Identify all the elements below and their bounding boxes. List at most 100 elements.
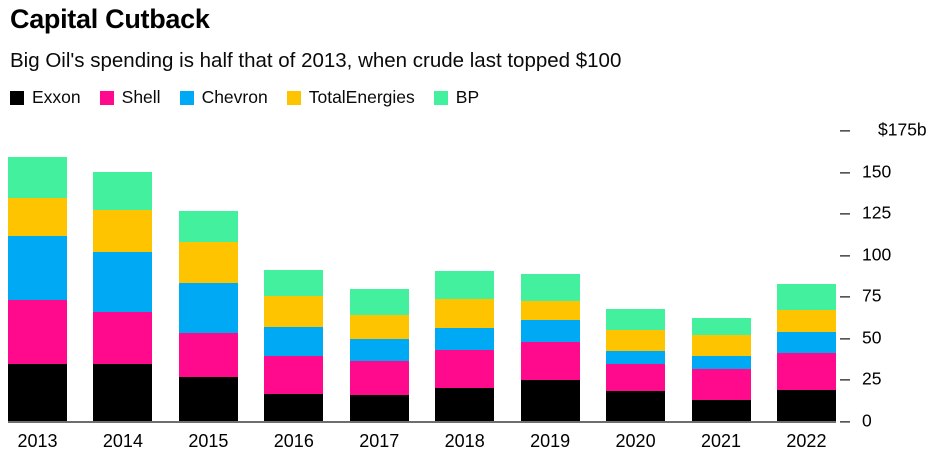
y-tick-label-150: 150	[862, 161, 892, 182]
bar-segment-bp-2014	[93, 172, 153, 210]
y-tick-100: –100	[836, 244, 891, 265]
x-tick-label-2020: 2020	[615, 431, 656, 451]
bar-segment-bp-2022	[776, 283, 836, 310]
plot-area	[8, 130, 836, 423]
bar-segment-chevron-2014	[93, 252, 153, 313]
x-tick-label-2022: 2022	[786, 431, 827, 451]
bar-segment-bp-2019	[520, 273, 580, 302]
chart-subtitle: Big Oil's spending is half that of 2013,…	[10, 49, 622, 72]
bar-segment-exxon-2019	[520, 380, 580, 421]
bar-segment-exxon-2013	[8, 364, 67, 421]
bar-segment-shell-2021	[691, 368, 751, 401]
y-tick-dash: –	[840, 202, 851, 223]
y-tick-dash: –	[840, 410, 851, 431]
legend-label-shell: Shell	[121, 87, 161, 107]
bar-segment-bp-2017	[349, 288, 409, 316]
y-tick-label-175: $175b	[878, 119, 927, 140]
legend-swatch-exxon	[10, 90, 24, 105]
y-axis: –0–25–50–75–100–125–150– $175b	[836, 120, 949, 431]
bar-2018	[435, 270, 495, 421]
bar-segment-chevron-2021	[691, 356, 751, 369]
bar-segment-bp-2016	[264, 269, 324, 297]
bar-segment-totalenergies-2015	[178, 242, 238, 283]
bar-segment-shell-2013	[8, 299, 67, 365]
bar-segment-exxon-2015	[178, 376, 238, 421]
bar-segment-exxon-2020	[606, 391, 666, 421]
bar-segment-chevron-2015	[178, 283, 238, 333]
bar-2022	[776, 283, 836, 421]
y-tick-dash: –	[840, 161, 851, 182]
y-tick-50: –50	[836, 327, 881, 348]
bar-segment-shell-2020	[606, 364, 666, 392]
x-tick-label-2017: 2017	[359, 431, 400, 451]
bar-segment-chevron-2019	[520, 320, 580, 343]
legend-item-chevron: Chevron	[179, 87, 268, 108]
bar-segment-totalenergies-2022	[776, 309, 836, 333]
bar-2015	[178, 210, 238, 421]
bar-segment-totalenergies-2014	[93, 209, 153, 253]
chart-title: Capital Cutback	[10, 4, 210, 34]
y-tick-label-0: 0	[862, 410, 872, 431]
bar-segment-exxon-2021	[691, 400, 751, 421]
legend-swatch-chevron	[179, 90, 194, 105]
y-tick-label-100: 100	[862, 244, 892, 265]
y-tick-25: –25	[836, 369, 881, 390]
x-tick-label-2013: 2013	[17, 431, 58, 451]
legend-swatch-bp	[433, 90, 448, 105]
y-tick-125: –125	[836, 203, 891, 224]
bar-segment-bp-2015	[178, 210, 238, 243]
x-tick-label-2014: 2014	[102, 431, 143, 451]
bar-segment-totalenergies-2016	[264, 296, 324, 328]
bar-segment-totalenergies-2017	[349, 315, 409, 339]
legend-item-bp: BP	[433, 87, 480, 108]
y-tick-dash: –	[840, 285, 851, 306]
bar-segment-totalenergies-2020	[606, 329, 666, 352]
bar-2013	[8, 157, 67, 421]
y-tick-label-125: 125	[862, 202, 892, 223]
bar-segment-shell-2016	[264, 356, 324, 395]
legend-label-bp: BP	[455, 87, 480, 107]
y-tick-label-75: 75	[862, 285, 882, 306]
x-tick-label-2015: 2015	[188, 431, 229, 451]
bar-segment-exxon-2022	[776, 390, 836, 421]
y-tick-dash: –	[840, 244, 851, 265]
y-tick-label-50: 50	[862, 327, 882, 348]
bar-segment-bp-2020	[606, 308, 666, 330]
bar-2019	[520, 273, 580, 421]
bar-segment-chevron-2013	[8, 235, 67, 300]
bar-segment-chevron-2016	[264, 327, 324, 357]
bar-segment-bp-2018	[435, 270, 495, 299]
bar-2014	[93, 172, 153, 421]
bar-2020	[606, 308, 666, 421]
bar-segment-chevron-2022	[776, 332, 836, 353]
bar-segment-chevron-2020	[606, 351, 666, 365]
bar-segment-shell-2022	[776, 352, 836, 391]
bar-segment-shell-2018	[435, 349, 495, 388]
x-tick-label-2018: 2018	[444, 431, 485, 451]
y-tick-dash: –	[840, 119, 851, 140]
bar-segment-exxon-2016	[264, 394, 324, 421]
x-axis: 2013 2014 2015 2016 2017 2018 2019 2020 2021 2022	[8, 431, 836, 452]
y-tick-175: – $175b	[836, 120, 927, 141]
bar-segment-chevron-2018	[435, 327, 495, 350]
bar-segment-totalenergies-2019	[520, 301, 580, 321]
y-tick-dash: –	[840, 368, 851, 389]
y-tick-75: –75	[836, 286, 881, 307]
bar-segment-exxon-2017	[349, 395, 409, 421]
x-tick-label-2021: 2021	[700, 431, 742, 451]
y-tick-dash: –	[840, 327, 851, 348]
bar-segment-chevron-2017	[349, 338, 409, 362]
legend-label-totalenergies: TotalEnergies	[308, 87, 415, 107]
y-tick-150: –150	[836, 161, 891, 182]
legend-item-exxon: Exxon	[10, 87, 81, 108]
bar-segment-exxon-2018	[435, 387, 495, 421]
y-tick-0: –0	[836, 411, 872, 432]
legend-item-shell: Shell	[99, 87, 161, 108]
bar-2017	[349, 288, 409, 421]
bar-segment-totalenergies-2013	[8, 198, 67, 236]
bar-segment-shell-2017	[349, 361, 409, 396]
bar-segment-totalenergies-2021	[691, 335, 751, 357]
x-tick-label-2019: 2019	[530, 431, 571, 451]
bar-2021	[691, 317, 751, 421]
bars	[8, 130, 836, 421]
